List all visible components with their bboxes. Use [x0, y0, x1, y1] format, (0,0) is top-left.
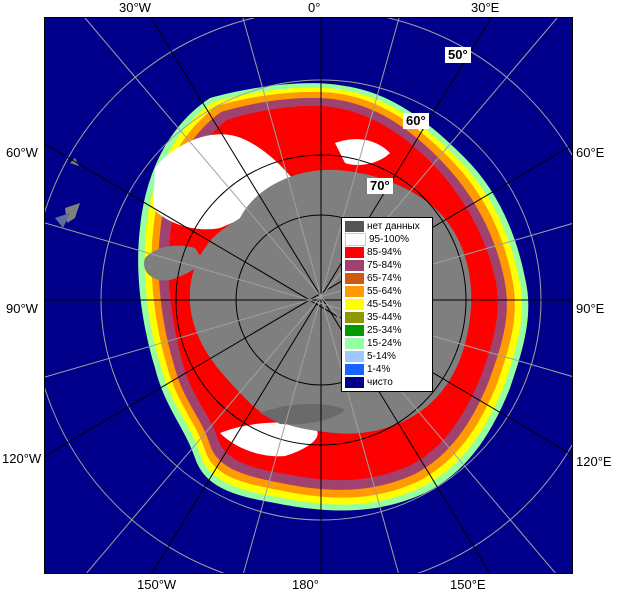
legend-item: 65-74%: [345, 272, 429, 285]
legend-swatch: [345, 286, 364, 297]
ice-95-100-patch-1: [335, 139, 390, 165]
legend-swatch: [345, 221, 364, 232]
legend-item: 55-64%: [345, 285, 429, 298]
legend-item: 75-84%: [345, 259, 429, 272]
legend-item: нет данных: [345, 220, 429, 233]
polar-map-svg: [45, 18, 572, 573]
legend: нет данных 95-100% 85-94% 75-84% 65-74% 55-64…: [341, 217, 433, 392]
legend-item: 85-94%: [345, 246, 429, 259]
lon-label-120e: 120°E: [576, 454, 612, 469]
legend-label: 45-54%: [367, 299, 402, 310]
lon-label-150e: 150°E: [450, 577, 486, 592]
legend-label: 35-44%: [367, 312, 402, 323]
legend-label: 55-64%: [367, 286, 402, 297]
legend-item: 1-4%: [345, 363, 429, 376]
legend-item: 45-54%: [345, 298, 429, 311]
legend-swatch: [345, 338, 364, 349]
legend-label: нет данных: [367, 221, 420, 232]
legend-label: 85-94%: [367, 247, 402, 258]
legend-swatch: [345, 299, 364, 310]
legend-swatch: [345, 325, 364, 336]
lon-label-90w: 90°W: [6, 301, 38, 316]
legend-item: 5-14%: [345, 350, 429, 363]
legend-label: 25-34%: [367, 325, 402, 336]
legend-label: 95-100%: [369, 234, 410, 245]
lon-label-150w: 150°W: [137, 577, 177, 592]
lon-label-120w: 120°W: [2, 451, 42, 466]
lon-label-30w: 30°W: [119, 0, 151, 15]
lon-label-30e: 30°E: [471, 0, 500, 15]
island-fragment: [55, 213, 70, 228]
legend-swatch: [345, 247, 364, 258]
legend-label: 5-14%: [367, 351, 396, 362]
antarctic-peninsula: [144, 245, 205, 281]
legend-swatch: [345, 273, 364, 284]
legend-label: 65-74%: [367, 273, 402, 284]
legend-item: чисто: [345, 376, 429, 389]
lon-label-0: 0°: [308, 0, 321, 15]
legend-item: 35-44%: [345, 311, 429, 324]
lon-label-180: 180°: [292, 577, 319, 592]
legend-item: 15-24%: [345, 337, 429, 350]
lon-label-60w: 60°W: [6, 145, 38, 160]
legend-swatch: [345, 377, 364, 388]
south-america-fragment: [65, 203, 80, 223]
legend-swatch: [345, 233, 366, 246]
island-fragment-2: [70, 158, 79, 166]
legend-swatch: [345, 364, 364, 375]
lon-label-60e: 60°E: [576, 145, 605, 160]
ice-95-100-patch-2: [225, 146, 240, 158]
legend-item: 25-34%: [345, 324, 429, 337]
legend-label: чисто: [367, 377, 393, 388]
lat-label-60: 60°: [403, 113, 429, 129]
minor-meridians: [45, 18, 572, 573]
legend-label: 1-4%: [367, 364, 391, 375]
legend-swatch: [345, 351, 364, 362]
legend-label: 15-24%: [367, 338, 402, 349]
legend-swatch: [345, 260, 364, 271]
legend-swatch: [345, 312, 364, 323]
sea-ice-map: 50° 60° 70° нет данных 95-100% 85-94% 75-84…: [44, 17, 573, 574]
ross-ice-shelf: [260, 403, 345, 425]
legend-item: 95-100%: [345, 233, 429, 246]
lat-label-50: 50°: [445, 47, 471, 63]
lat-label-70: 70°: [367, 178, 393, 194]
legend-label: 75-84%: [367, 260, 402, 271]
ice-95-100-ross: [220, 422, 318, 457]
lon-label-90e: 90°E: [576, 301, 605, 316]
